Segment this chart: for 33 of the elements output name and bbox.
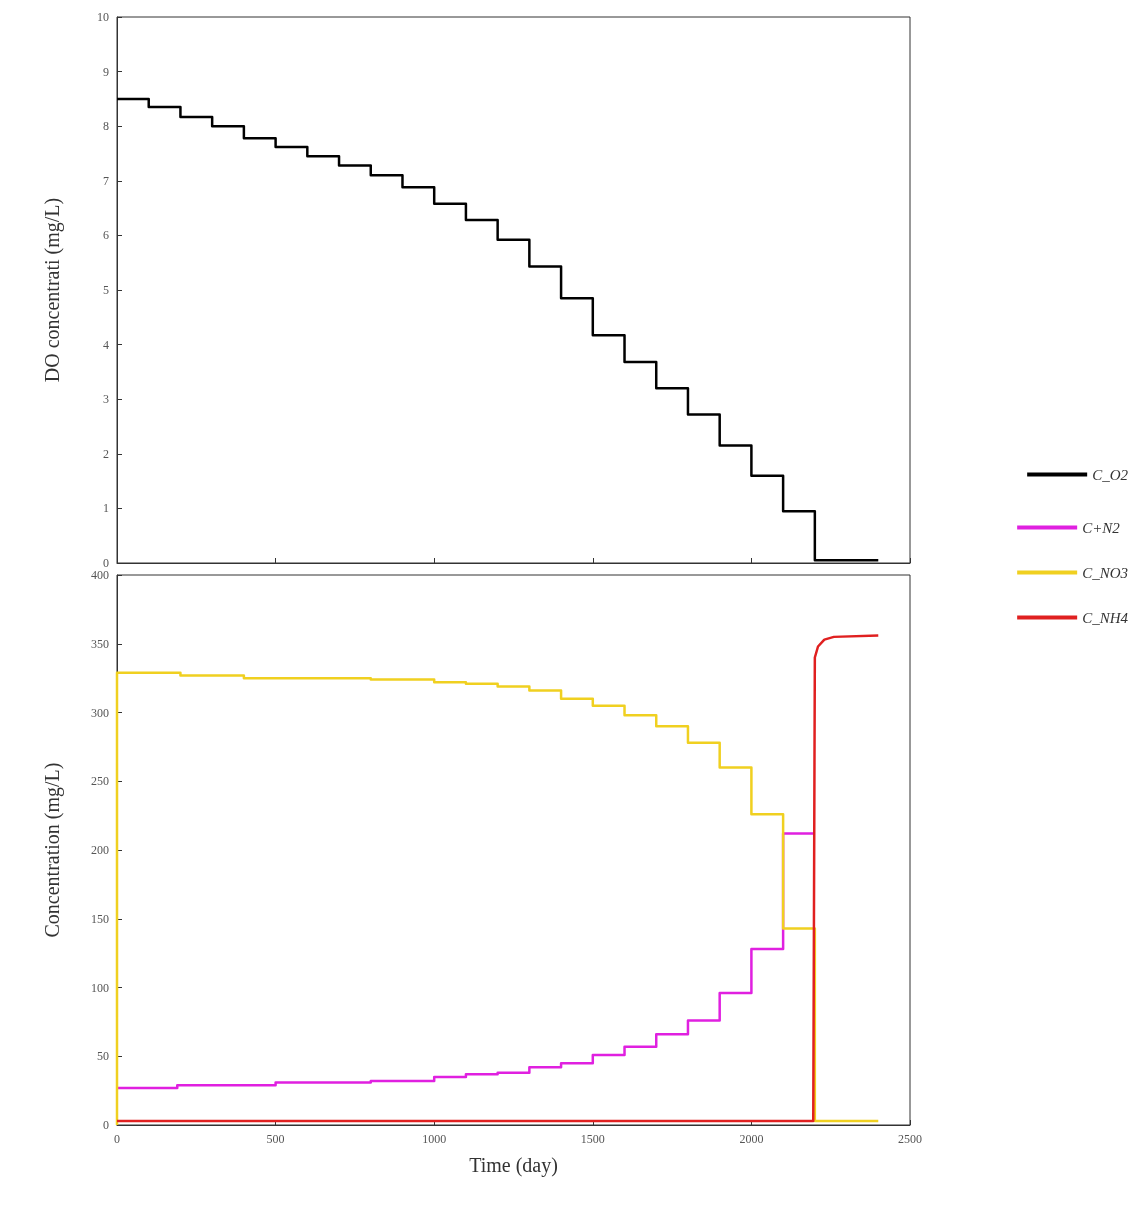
legend-label: C_NH4 (1082, 609, 1129, 626)
y-tick-label: 50 (97, 1049, 109, 1064)
x-tick-label: 2500 (898, 1132, 922, 1146)
y-tick-label: 2 (103, 446, 109, 461)
legend-label: C_O2 (1092, 466, 1129, 483)
y-tick-label: 7 (103, 173, 109, 188)
y-tick-label: 9 (103, 64, 109, 79)
y-tick-label: 4 (103, 337, 109, 352)
x-tick-label: 0 (114, 1132, 120, 1146)
y-tick-label: 150 (91, 911, 109, 926)
y-tick-label: 6 (103, 228, 109, 243)
y-tick-label: 5 (103, 283, 109, 297)
y-tick-label: 0 (103, 1118, 109, 1132)
x-tick-label: 1000 (422, 1132, 447, 1146)
y-axis-title: DO concentrati (mg/L) (41, 197, 64, 383)
y-tick-label: 200 (91, 843, 109, 857)
x-tick-label: 1500 (580, 1132, 605, 1146)
y-tick-label: 1 (103, 501, 109, 516)
x-tick-label: 500 (266, 1132, 285, 1146)
y-tick-label: 350 (91, 636, 109, 651)
y-tick-label: 250 (91, 774, 109, 789)
y-tick-label: 3 (103, 392, 109, 407)
legend-label: C_NO3 (1082, 564, 1128, 581)
y-tick-label: 10 (97, 10, 109, 24)
y-tick-label: 0 (103, 556, 109, 570)
y-tick-label: 400 (91, 568, 109, 582)
y-tick-label: 300 (91, 705, 109, 720)
legend-label: C+N2 (1082, 519, 1121, 536)
x-axis-title: Time (day) (469, 1154, 558, 1177)
y-tick-label: 100 (91, 980, 109, 995)
y-tick-label: 8 (103, 119, 109, 134)
y-axis-title: Concentration (mg/L) (41, 762, 64, 938)
x-tick-label: 2000 (739, 1132, 764, 1146)
